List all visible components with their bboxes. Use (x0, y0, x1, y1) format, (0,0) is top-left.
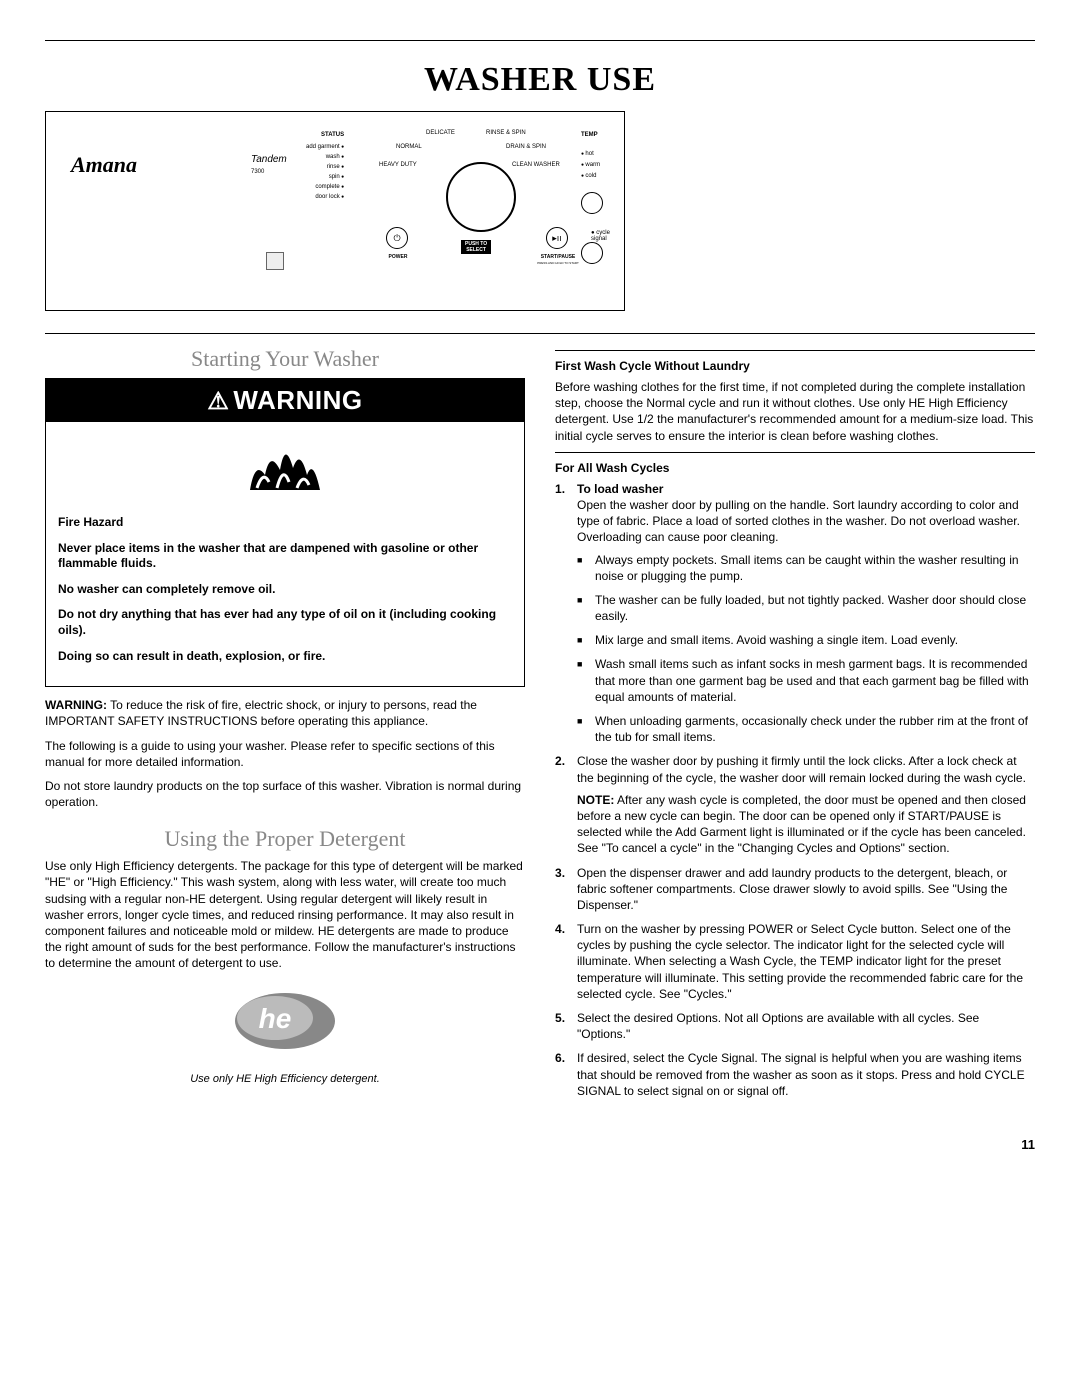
first-wash-body: Before washing clothes for the first tim… (555, 379, 1035, 444)
fire-hazard-label: Fire Hazard (58, 515, 512, 531)
step-3: Open the dispenser drawer and add laundr… (555, 865, 1035, 914)
warning-header: WARNING (46, 379, 524, 422)
warn-text-3: Do not dry anything that has ever had an… (58, 607, 512, 638)
he-caption: Use only HE High Efficiency detergent. (45, 1073, 525, 1085)
page-number: 11 (45, 1137, 1035, 1152)
model-name: Tandem 7300 (251, 154, 287, 176)
bullet-item: The washer can be fully loaded, but not … (577, 592, 1035, 624)
control-panel-diagram: Amana Tandem 7300 STATUS add garment was… (45, 111, 625, 311)
left-column: Starting Your Washer WARNING Fire Hazard… (45, 346, 525, 1107)
detergent-body: Use only High Efficiency detergents. The… (45, 858, 525, 971)
warn-text-2: No washer can completely remove oil. (58, 582, 512, 598)
step-6: If desired, select the Cycle Signal. The… (555, 1050, 1035, 1099)
bullet-item: Mix large and small items. Avoid washing… (577, 632, 1035, 648)
temp-lights: TEMP hot warm cold (581, 130, 600, 182)
page-title: WASHER USE (45, 61, 1035, 99)
temp-button (581, 192, 603, 214)
starting-washer-title: Starting Your Washer (45, 346, 525, 372)
start-pause-label: START/PAUSE PRESS AND HOLD TO START (534, 254, 582, 266)
warning-box: WARNING Fire Hazard Never place items in… (45, 378, 525, 687)
step1-bullets: Always empty pockets. Small items can be… (577, 552, 1035, 746)
cycle-drain: DRAIN & SPIN (506, 144, 546, 150)
bullet-item: Wash small items such as infant socks in… (577, 656, 1035, 705)
bullet-item: When unloading garments, occasionally ch… (577, 713, 1035, 745)
body-store: Do not store laundry products on the top… (45, 778, 525, 810)
all-cycles-title: For All Wash Cycles (555, 461, 1035, 475)
svg-text:he: he (259, 1003, 292, 1034)
cycle-signal-label: ● cycle signal (591, 230, 624, 242)
content-columns: Starting Your Washer WARNING Fire Hazard… (45, 346, 1035, 1107)
cycle-normal: NORMAL (396, 144, 422, 150)
steps-list: To load washer Open the washer door by p… (555, 481, 1035, 1099)
step-2: Close the washer door by pushing it firm… (555, 753, 1035, 856)
cycle-dial (446, 162, 516, 232)
bullet-item: Always empty pockets. Small items can be… (577, 552, 1035, 584)
cycle-clean: CLEAN WASHER (512, 162, 560, 168)
energy-star-badge (266, 252, 284, 270)
right-column: First Wash Cycle Without Laundry Before … (555, 346, 1035, 1107)
section-rule (45, 333, 1035, 334)
step-1: To load washer Open the washer door by p… (555, 481, 1035, 746)
top-rule (45, 40, 1035, 41)
step-5: Select the desired Options. Not all Opti… (555, 1010, 1035, 1042)
cycle-heavy: HEAVY DUTY (379, 162, 417, 168)
cycle-rinse: RINSE & SPIN (486, 130, 526, 136)
warn-text-1: Never place items in the washer that are… (58, 541, 512, 572)
detergent-title: Using the Proper Detergent (45, 826, 525, 852)
step-4: Turn on the washer by pressing POWER or … (555, 921, 1035, 1002)
cycle-signal-button (581, 242, 603, 264)
flame-icon (46, 422, 524, 509)
he-logo: he (45, 986, 525, 1059)
body-guide: The following is a guide to using your w… (45, 738, 525, 770)
push-to-select-label: PUSH TO SELECT (461, 240, 491, 254)
brand-logo: Amana (71, 152, 137, 178)
start-pause-button: ▸ıı (546, 227, 568, 249)
warn-text-4: Doing so can result in death, explosion,… (58, 649, 512, 665)
body-warning: WARNING: To reduce the risk of fire, ele… (45, 697, 525, 729)
power-label: POWER (386, 254, 410, 260)
power-button: ⏻ (386, 227, 408, 249)
status-lights: STATUS add garment wash rinse spin compl… (306, 130, 344, 202)
warning-body: Fire Hazard Never place items in the was… (46, 509, 524, 686)
first-wash-title: First Wash Cycle Without Laundry (555, 359, 1035, 373)
cycle-delicate: DELICATE (426, 130, 455, 136)
